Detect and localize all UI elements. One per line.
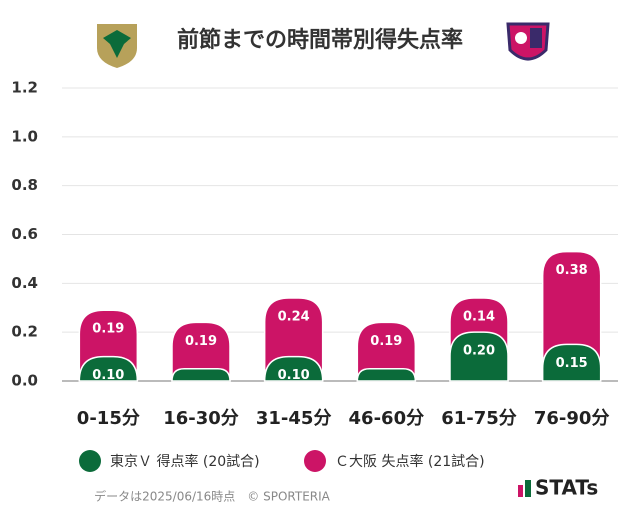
value-label: 0.20: [463, 344, 495, 359]
value-label: 0.15: [556, 356, 588, 371]
bar-segment: [263, 355, 324, 382]
away-logo: [506, 22, 550, 61]
x-tick-label: 46-60分: [349, 408, 425, 429]
brand: STATs: [535, 476, 598, 500]
value-label: 0.19: [92, 322, 124, 337]
bar-segment: [356, 368, 417, 382]
bar-segment: [356, 321, 417, 382]
bar-segment: [171, 321, 231, 382]
value-label: 0.10: [278, 368, 310, 383]
bar-segment: [449, 331, 509, 382]
legend-label: Ｃ大阪 失点率 (21試合): [335, 453, 485, 470]
y-tick-label: 0.6: [11, 225, 38, 243]
value-label: 0.10: [92, 368, 124, 383]
brand-logo: STATs: [518, 476, 598, 500]
y-tick-label: 0.8: [11, 176, 38, 194]
home-logo: [97, 24, 137, 68]
bar-segment: [171, 368, 231, 382]
value-label: 0.19: [370, 334, 402, 349]
value-label: 0.38: [556, 263, 588, 278]
bar-segment: [78, 355, 139, 382]
plot: 0.0 0.2 0.4 0.6 0.8 1.0 1.2 0.10 0.19 0-15分 0.19 16…: [11, 79, 618, 472]
legend-marker: [79, 450, 101, 472]
bar-segment: [541, 343, 602, 382]
x-tick-label: 76-90分: [534, 408, 610, 429]
x-tick-label: 61-75分: [441, 408, 517, 429]
legend-marker: [304, 450, 326, 472]
x-tick-label: 0-15分: [77, 408, 140, 429]
footnote: データは2025/06/16時点 © SPORTERIA: [94, 489, 331, 504]
chart-title: 前節までの時間帯別得失点率: [177, 27, 463, 53]
legend-label: 東京Ｖ 得点率 (20試合): [110, 453, 260, 470]
y-tick-label: 0.0: [11, 372, 38, 390]
y-tick-label: 1.0: [11, 127, 38, 145]
y-tick-label: 0.4: [11, 274, 38, 292]
value-label: 0.19: [185, 334, 217, 349]
value-label: 0.14: [463, 309, 495, 324]
y-tick-label: 1.2: [11, 79, 38, 97]
x-tick-label: 31-45分: [256, 408, 332, 429]
y-tick-label: 0.2: [11, 323, 38, 341]
value-label: 0.24: [278, 309, 310, 324]
x-tick-label: 16-30分: [163, 408, 239, 429]
